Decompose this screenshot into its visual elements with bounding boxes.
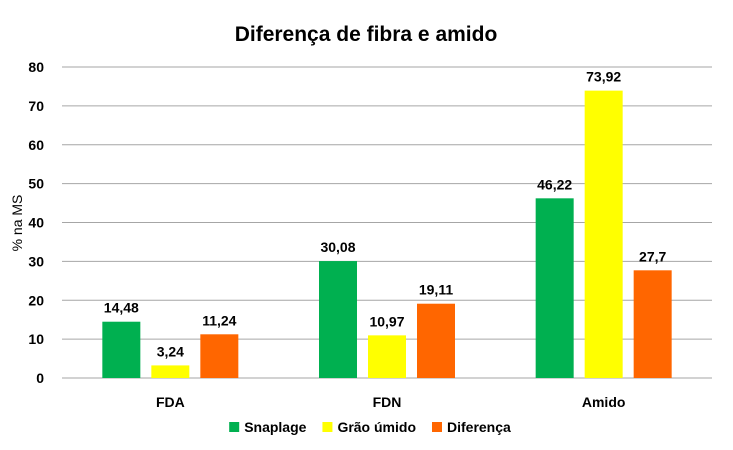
data-label: 10,97 bbox=[369, 313, 404, 329]
legend-item: Grão úmido bbox=[322, 419, 416, 435]
data-label: 30,08 bbox=[320, 239, 355, 255]
legend-swatch bbox=[432, 422, 442, 432]
data-label: 11,24 bbox=[202, 312, 236, 328]
bar bbox=[535, 198, 574, 378]
legend-label: Grão úmido bbox=[337, 419, 416, 435]
legend-swatch bbox=[322, 422, 333, 432]
bar bbox=[417, 303, 455, 378]
y-tick-label: 0 bbox=[36, 370, 44, 386]
bar bbox=[102, 321, 141, 378]
y-tick-label: 80 bbox=[28, 59, 44, 75]
y-tick-label: 40 bbox=[28, 215, 44, 231]
bar bbox=[584, 90, 623, 379]
legend-swatch bbox=[229, 422, 240, 432]
y-tick-label: 10 bbox=[28, 331, 44, 347]
legend-item: Snaplage bbox=[229, 419, 307, 435]
legend-label: Diferença bbox=[447, 419, 511, 435]
y-tick-label: 50 bbox=[28, 176, 44, 192]
legend-label: Snaplage bbox=[244, 419, 306, 435]
bar bbox=[368, 335, 406, 378]
y-tick-labels: 0 10 20 30 40 50 60 70 80 bbox=[28, 59, 44, 386]
y-tick-label: 30 bbox=[28, 253, 44, 269]
bar bbox=[200, 334, 239, 378]
data-labels: 14,48 3,24 11,24 30,08 10,97 19,11 46,22 73,92 2… bbox=[104, 69, 667, 360]
bar bbox=[633, 270, 672, 378]
legend: Snaplage Grão úmido Diferença bbox=[229, 419, 511, 435]
x-tick-label: FDN bbox=[373, 394, 402, 410]
bars bbox=[102, 90, 672, 379]
data-label: 27,7 bbox=[639, 248, 666, 264]
category-labels: FDA FDN Amido bbox=[156, 394, 626, 410]
bar bbox=[319, 261, 357, 378]
data-label: 46,22 bbox=[537, 176, 572, 192]
y-axis-label: % na MS bbox=[9, 195, 25, 252]
y-tick-label: 60 bbox=[28, 137, 44, 153]
legend-item: Diferença bbox=[432, 419, 511, 435]
bar bbox=[151, 365, 190, 378]
data-label: 3,24 bbox=[157, 343, 184, 359]
x-tick-label: Amido bbox=[582, 394, 626, 410]
chart-title: Diferença de fibra e amido bbox=[235, 23, 498, 46]
y-tick-label: 20 bbox=[28, 292, 44, 308]
data-label: 73,92 bbox=[586, 69, 621, 85]
data-label: 19,11 bbox=[419, 282, 453, 298]
data-label: 14,48 bbox=[104, 300, 139, 316]
gridlines bbox=[62, 66, 712, 379]
x-tick-label: FDA bbox=[156, 394, 185, 410]
y-tick-label: 70 bbox=[28, 98, 44, 114]
